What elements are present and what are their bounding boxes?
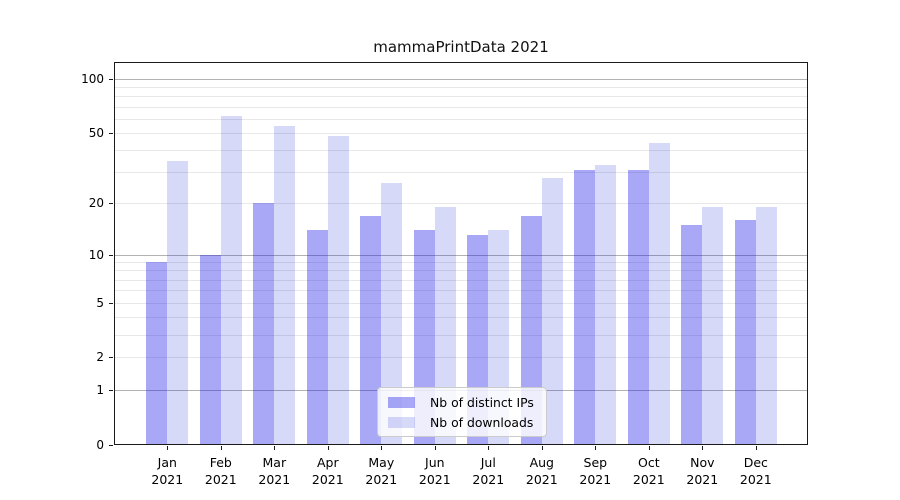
bar-downloads-apr	[327, 136, 349, 445]
x-tick-jun	[434, 445, 436, 450]
bar-downloads-jan	[167, 160, 189, 445]
gridline-20	[114, 203, 808, 205]
legend-item-distinct-ips: Nb of distinct IPs	[386, 394, 538, 411]
y-tick-label-50: 50	[88, 126, 104, 141]
x-tick-label-oct: Oct 2021	[632, 454, 665, 487]
x-tick-label-may: May 2021	[365, 454, 398, 487]
x-tick-oct	[648, 445, 650, 450]
gridline-50	[114, 133, 808, 135]
y-tick-label-5: 5	[96, 295, 104, 310]
gridline-2	[114, 357, 808, 359]
bar-downloads-mar	[274, 125, 296, 445]
gridline-10	[114, 254, 808, 256]
gridline-70	[114, 106, 808, 108]
bar-distinct-ips-mar	[253, 203, 275, 445]
bar-downloads-oct	[648, 142, 670, 445]
bar-downloads-aug	[541, 177, 563, 445]
y-tick-2	[109, 357, 113, 359]
gridline-80	[114, 96, 808, 98]
gridline-5	[114, 302, 808, 304]
bar-distinct-ips-oct	[627, 169, 649, 445]
bar-distinct-ips-may	[360, 215, 382, 445]
y-tick-label-2: 2	[96, 350, 104, 365]
bar-downloads-sep	[595, 165, 617, 445]
x-tick-mar	[274, 445, 276, 450]
x-tick-feb	[220, 445, 222, 450]
x-tick-apr	[327, 445, 329, 450]
gridline-100	[114, 78, 808, 80]
x-tick-sep	[595, 445, 597, 450]
x-tick-label-jun: Jun 2021	[418, 454, 451, 487]
y-tick-5	[109, 302, 113, 304]
bar-distinct-ips-dec	[734, 220, 756, 445]
gridline-40	[114, 150, 808, 152]
x-tick-label-nov: Nov 2021	[686, 454, 719, 487]
bar-distinct-ips-nov	[681, 224, 703, 445]
legend-item-downloads: Nb of downloads	[386, 414, 538, 431]
gridline-7	[114, 279, 808, 281]
plot-area	[114, 62, 808, 445]
x-tick-jan	[167, 445, 169, 450]
bar-downloads-may	[381, 183, 403, 445]
x-tick-label-jul: Jul 2021	[472, 454, 505, 487]
x-tick-label-jan: Jan 2021	[151, 454, 184, 487]
x-tick-label-feb: Feb 2021	[204, 454, 237, 487]
x-tick-label-sep: Sep 2021	[579, 454, 612, 487]
gridline-3	[114, 334, 808, 336]
bar-downloads-nov	[702, 207, 724, 445]
gridline-30	[114, 172, 808, 174]
x-tick-jul	[488, 445, 490, 450]
y-tick-label-20: 20	[88, 196, 104, 211]
x-tick-label-dec: Dec 2021	[739, 454, 772, 487]
bar-downloads-dec	[755, 207, 777, 445]
legend-swatch-downloads	[388, 416, 415, 428]
x-tick-aug	[541, 445, 543, 450]
x-tick-label-apr: Apr 2021	[311, 454, 344, 487]
gridline-6	[114, 290, 808, 292]
gridline-4	[114, 317, 808, 318]
bar-distinct-ips-sep	[574, 169, 596, 445]
y-tick-label-0: 0	[96, 437, 104, 452]
x-tick-nov	[702, 445, 704, 450]
legend-label-downloads: Nb of downloads	[430, 414, 534, 430]
y-tick-10	[109, 254, 113, 256]
x-tick-label-aug: Aug 2021	[525, 454, 558, 487]
gridline-90	[114, 87, 808, 89]
legend-label-distinct-ips: Nb of distinct IPs	[430, 394, 534, 410]
chart-title: mammaPrintData 2021	[373, 38, 549, 56]
legend-swatch-distinct-ips	[388, 396, 415, 408]
bar-downloads-jun	[434, 207, 456, 445]
y-tick-20	[109, 203, 113, 205]
y-tick-label-100: 100	[81, 71, 104, 86]
gridline-60	[114, 118, 808, 120]
bar-distinct-ips-feb	[199, 254, 221, 445]
x-tick-dec	[755, 445, 757, 450]
bar-downloads-feb	[220, 116, 242, 445]
y-tick-label-10: 10	[88, 247, 104, 262]
legend: Nb of distinct IPs Nb of downloads	[377, 387, 547, 437]
y-tick-1	[109, 389, 113, 391]
y-tick-0	[109, 444, 113, 446]
y-tick-50	[109, 133, 113, 135]
bar-distinct-ips-apr	[306, 229, 328, 445]
y-tick-100	[109, 78, 113, 80]
bar-distinct-ips-jan	[146, 262, 168, 445]
x-tick-may	[381, 445, 383, 450]
y-tick-label-1: 1	[96, 382, 104, 397]
gridline-9	[114, 262, 808, 264]
x-tick-label-mar: Mar 2021	[258, 454, 291, 487]
gridline-8	[114, 270, 808, 272]
